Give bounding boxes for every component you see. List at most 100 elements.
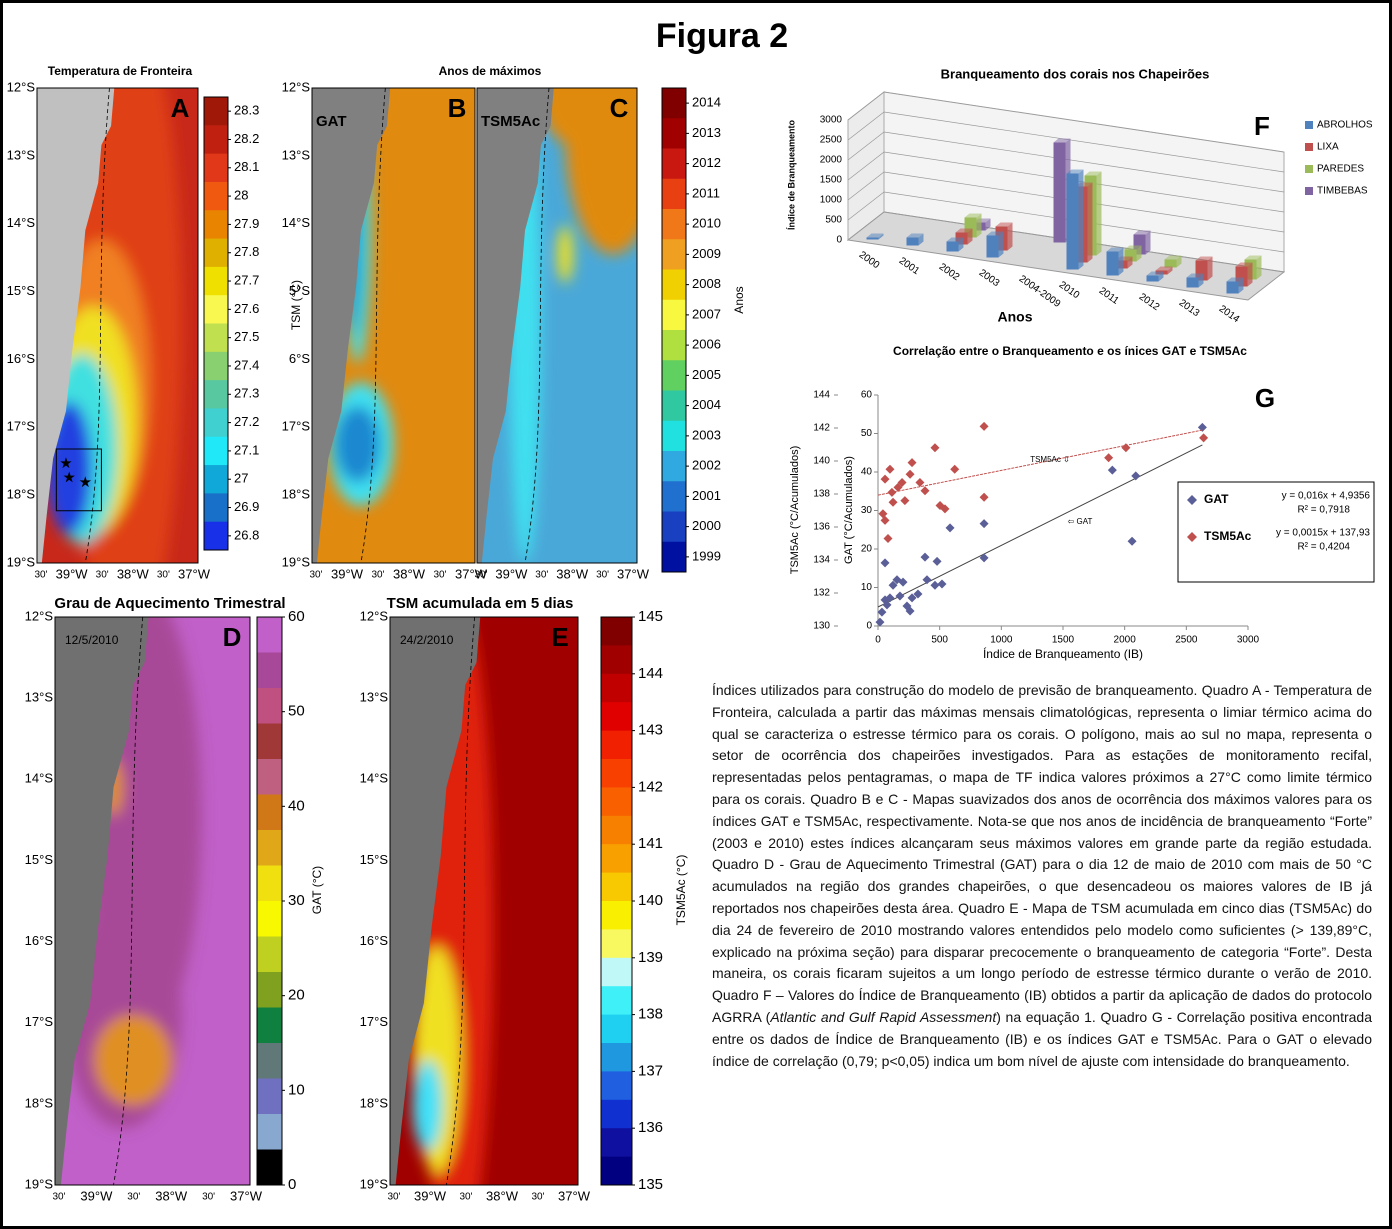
- point: [1199, 433, 1209, 443]
- bar-side: [998, 231, 1004, 258]
- y-tick-label: 500: [825, 215, 842, 226]
- bar: [906, 237, 919, 246]
- colorbar-swatch: [662, 481, 686, 512]
- panel-letter: C: [610, 93, 629, 123]
- legend-equation: y = 0,0015x + 137,93: [1276, 528, 1370, 539]
- lon-label: 30': [531, 1192, 544, 1203]
- lon-label: 30': [459, 1192, 472, 1203]
- bar: [1186, 277, 1199, 288]
- colorbar-swatch: [601, 957, 632, 987]
- colorbar-swatch: [601, 1014, 632, 1044]
- lat-label: 17°S: [7, 419, 36, 434]
- x-tick-label: 0: [875, 635, 881, 646]
- bar-top: [1186, 273, 1204, 278]
- bar-top: [1124, 245, 1142, 250]
- point: [1104, 453, 1114, 463]
- x-tick-label: 2001: [897, 255, 922, 277]
- y-tick-label: 132: [813, 588, 830, 599]
- lat-label: 13°S: [7, 147, 36, 162]
- point: [920, 552, 930, 562]
- colorbar-label: 2006: [692, 337, 721, 352]
- lat-label: 14°S: [7, 215, 36, 230]
- point: [913, 589, 923, 599]
- map-title: Temperatura de Fronteira: [48, 64, 193, 78]
- panel-letter: B: [448, 93, 467, 123]
- bar-side: [1007, 222, 1013, 251]
- legend-swatch: [1305, 121, 1313, 129]
- point: [945, 523, 955, 533]
- lon-label: 37°W: [558, 1188, 591, 1203]
- colorbar-label: 60: [288, 608, 305, 625]
- colorbar-label: 27.4: [234, 357, 259, 372]
- bar: [1146, 275, 1159, 282]
- x-tick-label: 500: [931, 635, 948, 646]
- land: [37, 88, 115, 563]
- colorbar-label: 2000: [692, 518, 721, 533]
- bar-top: [866, 233, 884, 238]
- land: [312, 88, 391, 563]
- point: [979, 519, 989, 529]
- point: [885, 593, 895, 603]
- colorbar-label: 136: [638, 1119, 663, 1136]
- colorbar-label: 28: [234, 188, 248, 203]
- y-tick-label: 1000: [820, 195, 843, 206]
- point: [930, 443, 940, 453]
- x-tick-label: 2000: [1114, 635, 1137, 646]
- point: [905, 606, 915, 616]
- lat-label: 18°S: [7, 487, 36, 502]
- colorbar-label: 2012: [692, 155, 721, 170]
- point: [907, 458, 917, 468]
- lat-label: 15°S: [25, 852, 54, 867]
- panel-letter: F: [1254, 111, 1270, 141]
- lon-label: 38°W: [155, 1188, 188, 1203]
- legend-label: LIXA: [1317, 142, 1339, 153]
- bar-top: [906, 233, 924, 238]
- colorbar-label: 2013: [692, 125, 721, 140]
- lat-label: 16°S: [25, 933, 54, 948]
- point: [920, 486, 930, 496]
- map-frame: [54, 616, 251, 1186]
- colorbar-swatch: [204, 153, 228, 183]
- colorbar-label: 144: [638, 665, 663, 682]
- lon-label: 30': [474, 570, 487, 581]
- colorbar-swatch: [662, 88, 686, 119]
- panel-letter: E: [551, 622, 568, 652]
- figure-title: Figura 2: [656, 17, 788, 55]
- point: [1131, 471, 1141, 481]
- point: [880, 558, 890, 568]
- colorbar-swatch: [204, 465, 228, 494]
- colorbar-label: 141: [638, 835, 663, 852]
- bar-side: [1087, 182, 1093, 263]
- caption-text: ) na equação 1. Quadro G - Correlação po…: [712, 1008, 1372, 1069]
- map-frame: [389, 616, 579, 1186]
- y2-tick-label: 40: [861, 467, 873, 478]
- colorbar-label: 2011: [692, 185, 720, 200]
- colorbar-swatch: [601, 986, 632, 1016]
- colorbar-swatch: [204, 493, 228, 523]
- map-title: Grau de Aquecimento Trimestral: [54, 595, 285, 612]
- y-tick-label: 136: [813, 522, 830, 533]
- land: [477, 88, 554, 563]
- point: [882, 600, 892, 610]
- colorbar-swatch: [257, 1007, 282, 1044]
- lon-label: 30': [387, 1192, 400, 1203]
- y-tick-label: 2000: [820, 155, 843, 166]
- colorbar-label: 27: [234, 471, 248, 486]
- map: [312, 88, 475, 563]
- colorbar-swatch: [257, 723, 282, 760]
- colorbar-label: 138: [638, 1006, 663, 1023]
- bar-side: [1247, 262, 1253, 287]
- colorbar-swatch: [601, 901, 632, 930]
- point: [875, 617, 885, 627]
- colorbar-swatch: [257, 652, 282, 689]
- colorbar-swatch: [601, 787, 632, 817]
- colorbar-swatch: [662, 269, 686, 301]
- legend-swatch: [1305, 165, 1313, 173]
- lon-label: 30': [96, 570, 109, 581]
- colorbar-swatch: [601, 730, 632, 760]
- colorbar-label: 139: [638, 949, 663, 966]
- bar: [1066, 173, 1079, 270]
- colorbar-label: 27.3: [234, 386, 259, 401]
- colorbar-label: 28.2: [234, 131, 259, 146]
- point: [887, 487, 897, 497]
